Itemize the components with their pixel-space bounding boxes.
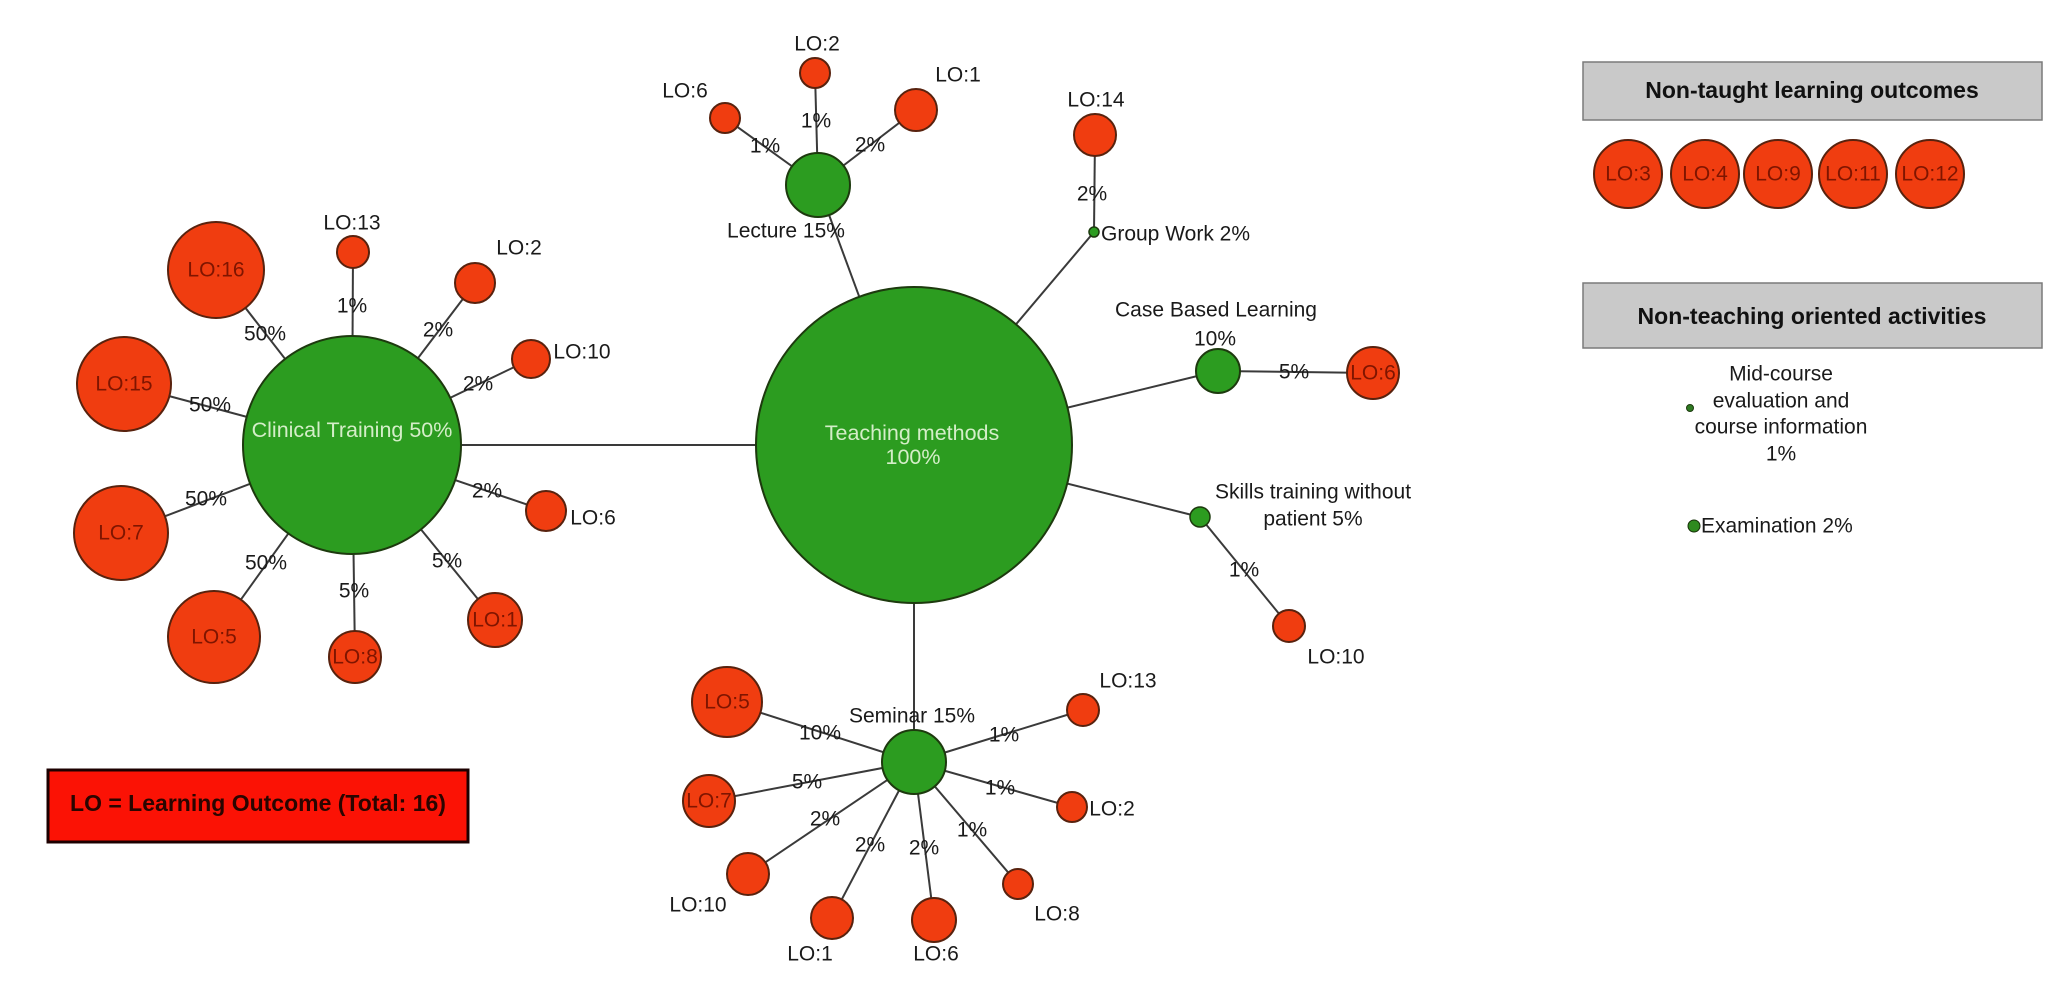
svg-text:Seminar 15%: Seminar 15% — [849, 705, 975, 728]
svg-text:1%: 1% — [1229, 559, 1259, 582]
svg-text:LO:14: LO:14 — [1067, 89, 1125, 112]
svg-text:evaluation and: evaluation and — [1713, 390, 1850, 413]
svg-text:LO:12: LO:12 — [1901, 163, 1958, 186]
svg-text:Examination 2%: Examination 2% — [1701, 515, 1853, 538]
svg-text:LO:4: LO:4 — [1682, 163, 1728, 186]
svg-text:Non-teaching oriented activiti: Non-teaching oriented activities — [1638, 303, 1987, 329]
svg-text:LO:6: LO:6 — [662, 80, 708, 103]
svg-text:10%: 10% — [1194, 328, 1236, 351]
svg-text:LO:7: LO:7 — [98, 522, 144, 545]
svg-text:LO = Learning Outcome (Total:: LO = Learning Outcome (Total: 16) — [70, 790, 446, 816]
svg-text:2%: 2% — [855, 134, 885, 157]
svg-text:LO:8: LO:8 — [332, 646, 378, 669]
svg-text:Group Work 2%: Group Work 2% — [1101, 223, 1250, 246]
svg-text:LO:1: LO:1 — [935, 64, 981, 87]
svg-text:1%: 1% — [750, 135, 780, 158]
svg-text:Teaching methods: Teaching methods — [825, 421, 1000, 445]
svg-text:5%: 5% — [792, 771, 822, 794]
svg-text:1%: 1% — [985, 777, 1015, 800]
svg-text:Clinical Training 50%: Clinical Training 50% — [252, 418, 453, 442]
svg-text:LO:10: LO:10 — [553, 341, 610, 364]
svg-text:LO:10: LO:10 — [669, 894, 726, 917]
svg-text:Non-taught learning outcomes: Non-taught learning outcomes — [1645, 77, 1979, 103]
svg-text:5%: 5% — [1279, 361, 1309, 384]
svg-text:1%: 1% — [1766, 443, 1796, 466]
svg-text:LO:2: LO:2 — [794, 33, 840, 56]
svg-text:2%: 2% — [1077, 183, 1107, 206]
svg-text:2%: 2% — [855, 834, 885, 857]
svg-text:50%: 50% — [244, 323, 286, 346]
svg-text:LO:7: LO:7 — [686, 790, 732, 813]
svg-text:2%: 2% — [463, 373, 493, 396]
svg-text:1%: 1% — [801, 110, 831, 133]
svg-text:LO:1: LO:1 — [787, 943, 833, 966]
svg-text:Skills training without: Skills training without — [1215, 481, 1411, 504]
svg-text:Mid-course: Mid-course — [1729, 363, 1833, 386]
svg-text:2%: 2% — [810, 808, 840, 831]
svg-text:1%: 1% — [337, 295, 367, 318]
svg-text:LO:1: LO:1 — [472, 609, 518, 632]
svg-text:LO:5: LO:5 — [704, 691, 750, 714]
svg-text:50%: 50% — [245, 552, 287, 575]
svg-text:Case Based Learning: Case Based Learning — [1115, 299, 1317, 322]
svg-text:LO:2: LO:2 — [1089, 798, 1135, 821]
svg-text:Lecture 15%: Lecture 15% — [727, 220, 845, 243]
svg-text:2%: 2% — [909, 837, 939, 860]
svg-text:2%: 2% — [472, 480, 502, 503]
svg-text:LO:6: LO:6 — [1350, 362, 1396, 385]
svg-text:5%: 5% — [339, 580, 369, 603]
svg-text:patient 5%: patient 5% — [1263, 508, 1362, 531]
svg-text:LO:2: LO:2 — [496, 237, 542, 260]
svg-text:course information: course information — [1695, 416, 1868, 439]
svg-text:LO:6: LO:6 — [570, 507, 616, 530]
svg-text:2%: 2% — [423, 319, 453, 342]
svg-text:10%: 10% — [799, 722, 841, 745]
svg-text:100%: 100% — [886, 445, 941, 469]
svg-text:50%: 50% — [185, 488, 227, 511]
svg-text:LO:13: LO:13 — [1099, 670, 1156, 693]
svg-text:1%: 1% — [957, 819, 987, 842]
svg-text:50%: 50% — [189, 394, 231, 417]
svg-text:LO:11: LO:11 — [1825, 163, 1881, 186]
svg-text:LO:15: LO:15 — [95, 373, 152, 396]
svg-text:LO:16: LO:16 — [187, 259, 244, 282]
svg-text:LO:5: LO:5 — [191, 626, 237, 649]
svg-text:LO:9: LO:9 — [1755, 163, 1801, 186]
svg-text:LO:3: LO:3 — [1605, 163, 1651, 186]
svg-text:LO:6: LO:6 — [913, 943, 959, 966]
svg-text:LO:10: LO:10 — [1307, 646, 1364, 669]
svg-text:LO:8: LO:8 — [1034, 903, 1080, 926]
svg-text:5%: 5% — [432, 550, 462, 573]
svg-text:LO:13: LO:13 — [323, 212, 380, 235]
svg-text:1%: 1% — [989, 724, 1019, 747]
